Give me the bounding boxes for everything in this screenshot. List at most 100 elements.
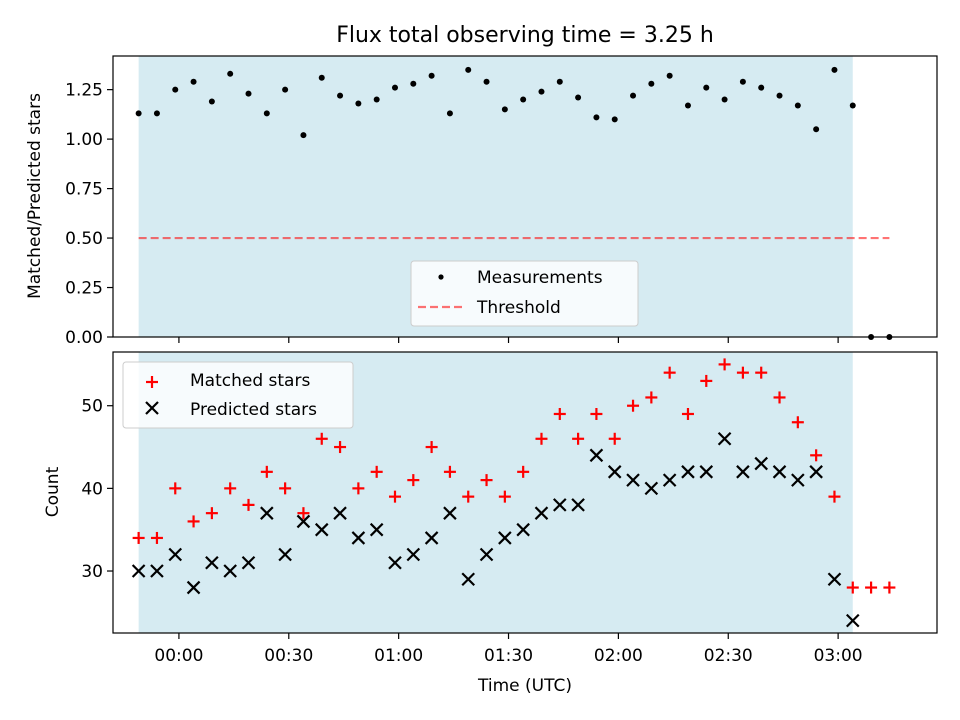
matched-star-point bbox=[517, 465, 530, 478]
measurement-point bbox=[776, 92, 783, 99]
matched-star-point bbox=[150, 531, 163, 544]
measurement-point bbox=[245, 90, 252, 97]
matched-star-point bbox=[755, 366, 768, 379]
measurement-point bbox=[630, 92, 637, 99]
predicted-star-point bbox=[443, 506, 457, 520]
matched-star-point bbox=[590, 407, 603, 420]
matched-star-point bbox=[370, 465, 383, 478]
y-tick-label: 0.00 bbox=[65, 328, 103, 348]
predicted-star-point bbox=[369, 522, 384, 537]
measurement-point bbox=[318, 74, 325, 81]
predicted-star-point bbox=[260, 506, 274, 520]
predicted-star-point bbox=[589, 448, 604, 463]
y-tick-label: 0.25 bbox=[65, 279, 103, 299]
measurement-point bbox=[465, 66, 472, 73]
measurement-point bbox=[501, 106, 508, 113]
predicted-star-point bbox=[223, 564, 237, 578]
legend-threshold-label: Threshold bbox=[476, 298, 561, 318]
matched-star-point bbox=[846, 581, 859, 594]
y-tick-label: 40 bbox=[81, 479, 103, 499]
matched-star-point bbox=[205, 507, 218, 520]
measurement-point bbox=[794, 102, 801, 109]
predicted-star-point bbox=[296, 514, 311, 529]
legend-measurements-label: Measurements bbox=[477, 268, 603, 288]
measurement-point bbox=[337, 92, 344, 99]
x-tick-label: 01:00 bbox=[374, 646, 423, 666]
predicted-star-point bbox=[333, 506, 347, 520]
predicted-star-point bbox=[406, 547, 421, 562]
predicted-star-point bbox=[791, 473, 805, 487]
predicted-star-point bbox=[717, 432, 732, 446]
matched-star-point bbox=[718, 358, 731, 371]
measurement-point bbox=[410, 80, 417, 87]
measurement-point bbox=[648, 80, 655, 87]
predicted-star-point bbox=[186, 580, 201, 595]
measurement-point bbox=[263, 110, 270, 117]
matched-star-point bbox=[352, 482, 365, 495]
count-panel: 30 40 50 00:00 00:30 01:00 01:30 02:00 02:30 03:… bbox=[43, 351, 938, 696]
count-legend-box bbox=[122, 361, 354, 429]
measurement-point bbox=[483, 78, 490, 85]
predicted-star-point bbox=[607, 465, 622, 479]
legend-measurements-marker bbox=[438, 274, 444, 280]
matched-star-point bbox=[297, 507, 310, 520]
predicted-star-point bbox=[809, 465, 823, 479]
y-tick-label: 30 bbox=[81, 562, 103, 582]
measurement-point bbox=[373, 96, 380, 103]
measurement-point bbox=[739, 78, 746, 85]
predicted-star-point bbox=[516, 522, 530, 537]
legend-matched-marker bbox=[146, 376, 158, 388]
predicted-star-point bbox=[278, 547, 292, 562]
predicted-star-point bbox=[479, 547, 494, 562]
measurement-point bbox=[849, 102, 856, 109]
matched-star-point bbox=[132, 531, 145, 544]
measurement-point bbox=[556, 78, 563, 85]
matched-star-point bbox=[736, 366, 749, 379]
y-tick-label: 1.00 bbox=[65, 130, 103, 150]
predicted-star-point bbox=[314, 522, 329, 537]
predicted-star-point bbox=[150, 564, 164, 578]
matched-star-point bbox=[187, 515, 200, 528]
measurement-point bbox=[575, 94, 582, 101]
measurement-point bbox=[446, 110, 453, 117]
measurement-point bbox=[208, 98, 215, 105]
matched-star-point bbox=[865, 581, 878, 594]
x-tick-label: 00:30 bbox=[264, 646, 313, 666]
predicted-star-point bbox=[736, 465, 750, 479]
predicted-star-point bbox=[498, 531, 512, 545]
matched-star-point bbox=[627, 399, 640, 412]
matched-star-point bbox=[828, 490, 841, 503]
measurement-point bbox=[611, 116, 618, 123]
matched-star-point bbox=[883, 581, 896, 594]
predicted-star-point bbox=[772, 465, 787, 479]
y-tick-label: 1.25 bbox=[65, 81, 103, 101]
x-tick-label: 03:00 bbox=[814, 646, 863, 666]
y-tick-label: 50 bbox=[81, 397, 103, 417]
matched-star-point bbox=[498, 490, 511, 503]
count-y-axis-label: Count bbox=[43, 466, 63, 517]
predicted-star-point bbox=[388, 555, 402, 570]
matched-star-point bbox=[480, 474, 493, 487]
predicted-star-point bbox=[845, 613, 860, 628]
predicted-star-point bbox=[681, 465, 695, 479]
predicted-star-point bbox=[131, 564, 146, 578]
measurement-point bbox=[703, 84, 710, 91]
matched-star-point bbox=[388, 490, 401, 503]
matched-star-point bbox=[645, 391, 658, 404]
x-tick-label: 00:00 bbox=[154, 646, 203, 666]
matched-star-point bbox=[224, 482, 237, 495]
measurement-point bbox=[355, 100, 362, 107]
matched-star-point bbox=[572, 432, 585, 445]
x-axis-label: Time (UTC) bbox=[477, 676, 572, 696]
measurement-point bbox=[428, 72, 435, 79]
predicted-star-point bbox=[571, 498, 585, 512]
measurement-point bbox=[227, 70, 234, 77]
x-tick-label: 01:30 bbox=[484, 646, 533, 666]
matched-star-point bbox=[407, 474, 420, 487]
legend-predicted-label: Predicted stars bbox=[190, 400, 317, 420]
predicted-star-point bbox=[626, 473, 640, 487]
ratio-panel-frame bbox=[112, 55, 938, 338]
ratio-legend-box bbox=[410, 260, 639, 327]
measurement-point bbox=[520, 96, 527, 103]
matched-star-point bbox=[773, 391, 786, 404]
